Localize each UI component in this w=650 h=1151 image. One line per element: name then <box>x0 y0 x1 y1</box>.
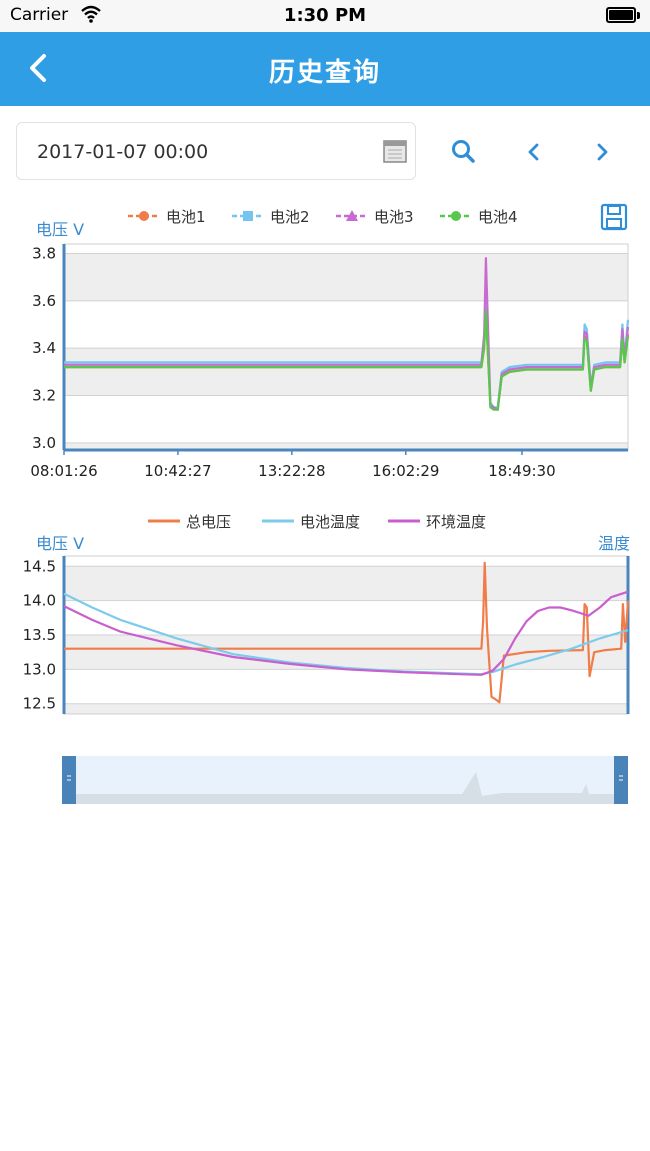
plot-band <box>64 442 628 450</box>
series-line <box>63 590 629 676</box>
y-tick-label: 14.0 <box>23 592 56 610</box>
clock: 1:30 PM <box>283 5 367 26</box>
next-icon[interactable] <box>586 136 618 168</box>
y-tick-label: 3.8 <box>32 244 56 262</box>
battery-tip <box>637 12 640 19</box>
date-value: 2017-01-07 00:00 <box>37 141 209 163</box>
nav-bar: 历史查询 <box>0 32 650 106</box>
plot-band <box>64 253 628 301</box>
plot-band <box>64 348 628 396</box>
legend-label: 电池温度 <box>300 513 361 531</box>
calendar-icon[interactable] <box>383 139 407 163</box>
save-icon[interactable] <box>600 203 628 231</box>
legend-label: 电池2 <box>270 208 310 226</box>
date-picker[interactable]: 2017-01-07 00:00 <box>16 122 416 180</box>
carrier-label: Carrier <box>10 5 69 25</box>
page-title: 历史查询 <box>268 58 381 88</box>
series-line <box>64 561 630 704</box>
y-tick-label: 14.5 <box>23 557 56 575</box>
status-bar: Carrier 1:30 PM <box>0 0 650 32</box>
chart2-y-title: 电压 V <box>36 534 85 553</box>
legend-swatch <box>440 211 472 221</box>
legend-swatch <box>148 519 180 523</box>
legend-label: 电池1 <box>166 208 206 226</box>
y-tick-label: 12.5 <box>23 695 56 713</box>
chart1-y-title: 电压 V <box>36 220 85 239</box>
legend-label: 电池3 <box>374 208 414 226</box>
previous-icon[interactable] <box>518 136 550 168</box>
x-tick-label: 18:49:30 <box>488 462 555 480</box>
y-tick-label: 3.0 <box>32 434 56 452</box>
y-tick-label: 13.5 <box>23 626 56 644</box>
legend-label: 环境温度 <box>426 513 487 531</box>
x-tick-label: 13:22:28 <box>258 462 325 480</box>
zoom-slider[interactable] <box>62 756 628 804</box>
plot-band <box>64 566 628 601</box>
chart2-total-voltage-temperature: 12.5 13.0 13.5 14.0 14.5 <box>23 555 630 715</box>
back-icon[interactable] <box>22 50 58 86</box>
y-tick-label: 3.4 <box>32 339 56 357</box>
x-tick-label: 08:01:26 <box>30 462 97 480</box>
series-line <box>64 309 630 411</box>
y-tick-label: 3.2 <box>32 387 56 405</box>
legend-swatch <box>128 211 160 221</box>
legend-label: 总电压 <box>186 513 232 531</box>
y-tick-label: 13.0 <box>23 660 56 678</box>
legend-swatch <box>262 519 294 523</box>
legend-swatch <box>388 519 420 523</box>
chart2-y-title-right: 温度 <box>598 534 631 553</box>
wifi-icon <box>81 5 101 23</box>
chart1-battery-voltage: 3.0 3.2 3.4 3.6 3.8 08:01:26 10:42:27 13:22:28 1… <box>30 243 630 480</box>
plot-band <box>64 703 628 714</box>
battery-icon <box>606 7 636 23</box>
y-tick-label: 3.6 <box>32 292 56 310</box>
legend-swatch <box>232 211 264 221</box>
search-icon[interactable] <box>448 136 480 168</box>
legend-swatch <box>336 210 368 221</box>
x-tick-label: 10:42:27 <box>144 462 211 480</box>
legend-label: 电池4 <box>478 208 518 226</box>
x-tick-label: 16:02:29 <box>372 462 439 480</box>
series-line <box>64 257 630 411</box>
